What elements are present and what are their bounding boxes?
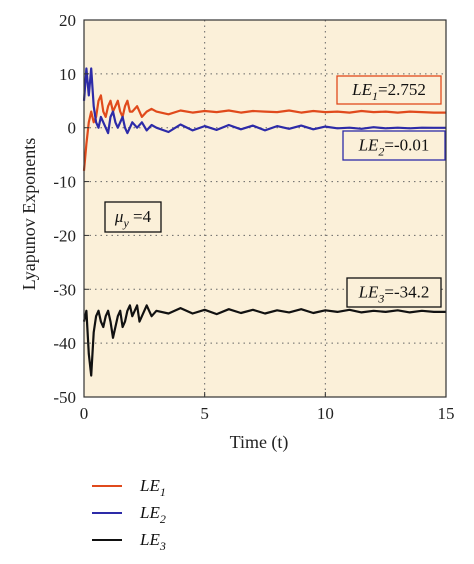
x-tick-label: 10	[317, 404, 334, 423]
x-axis-label: Time (t)	[230, 432, 289, 453]
y-tick-label: -40	[53, 334, 76, 353]
y-axis-label: Lyapunov Exponents	[19, 138, 39, 290]
x-tick-label: 5	[200, 404, 209, 423]
y-tick-label: 0	[68, 119, 77, 138]
annotation-box-le3	[346, 277, 442, 308]
annotation-text-mu: μy =4	[114, 207, 152, 230]
y-tick-label: -10	[53, 173, 76, 192]
annotation-box-mu	[104, 201, 162, 233]
y-tick-label: -20	[53, 226, 76, 245]
legend: LE1 LE2 LE3	[92, 476, 166, 553]
x-tick-label: 0	[80, 404, 89, 423]
y-tick-label: -50	[53, 388, 76, 407]
legend-label-2: LE2	[139, 503, 166, 526]
annotation-box-le1	[336, 75, 442, 105]
tick-labels: 0 5 10 15 20 10 0 -10 -20 -30 -40 -50	[53, 11, 454, 423]
annotations: LE1=2.752 LE2=-0.01 LE3=-34.2 μy =4	[104, 75, 446, 308]
y-tick-label: 20	[59, 11, 76, 30]
annotation-text-le3: LE3=-34.2	[358, 283, 430, 306]
annotation-text-le2: LE2=-0.01	[358, 136, 430, 159]
series-line-le3	[82, 304, 446, 377]
annotation-box-le2	[342, 130, 446, 161]
grid-lines	[84, 20, 446, 397]
series-group	[82, 67, 446, 377]
legend-label-1: LE1	[139, 476, 166, 499]
x-tick-label: 15	[438, 404, 455, 423]
annotation-text-le1: LE1=2.752	[351, 80, 426, 103]
y-tick-label: 10	[59, 65, 76, 84]
y-tick-label: -30	[53, 280, 76, 299]
series-line-le2	[82, 67, 446, 135]
series-line-le1	[82, 94, 446, 171]
plot-frame	[83, 19, 447, 398]
legend-label-3: LE3	[139, 530, 166, 553]
